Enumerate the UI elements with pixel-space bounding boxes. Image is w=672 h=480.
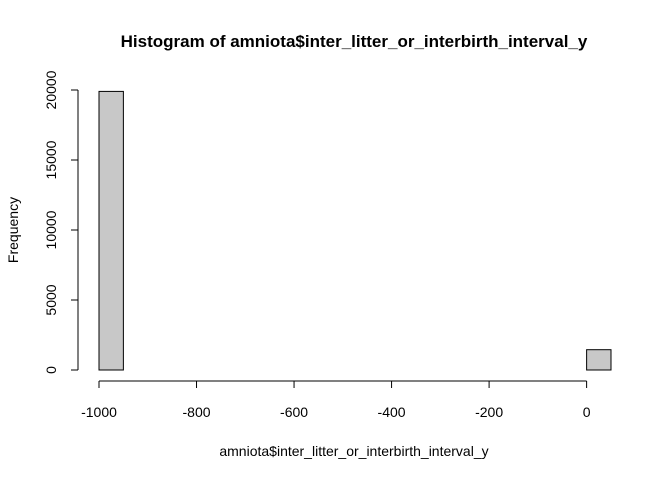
x-tick-label: -400: [378, 404, 406, 420]
y-axis-label: Frequency: [5, 197, 21, 263]
y-tick-label: 20000: [43, 70, 59, 109]
x-tick-label: -1000: [81, 404, 117, 420]
y-tick-label: 0: [43, 366, 59, 374]
x-tick-label: 0: [583, 404, 591, 420]
histogram-bar: [98, 90, 124, 371]
x-axis: -1000 -800 -600 -400 -200 0: [81, 380, 591, 420]
y-tick-label: 15000: [43, 140, 59, 179]
x-axis-label: amniota$inter_litter_or_interbirth_inter…: [219, 443, 488, 459]
chart-title: Histogram of amniota$inter_litter_or_int…: [121, 32, 588, 51]
y-tick-label: 10000: [43, 210, 59, 249]
x-tick-label: -200: [475, 404, 503, 420]
y-tick-label: 5000: [43, 284, 59, 315]
x-tick-label: -600: [280, 404, 308, 420]
histogram-bar: [586, 349, 612, 371]
y-axis: 0 5000 10000 15000 20000: [43, 70, 79, 374]
x-tick-label: -800: [183, 404, 211, 420]
bars-group: [98, 90, 612, 371]
